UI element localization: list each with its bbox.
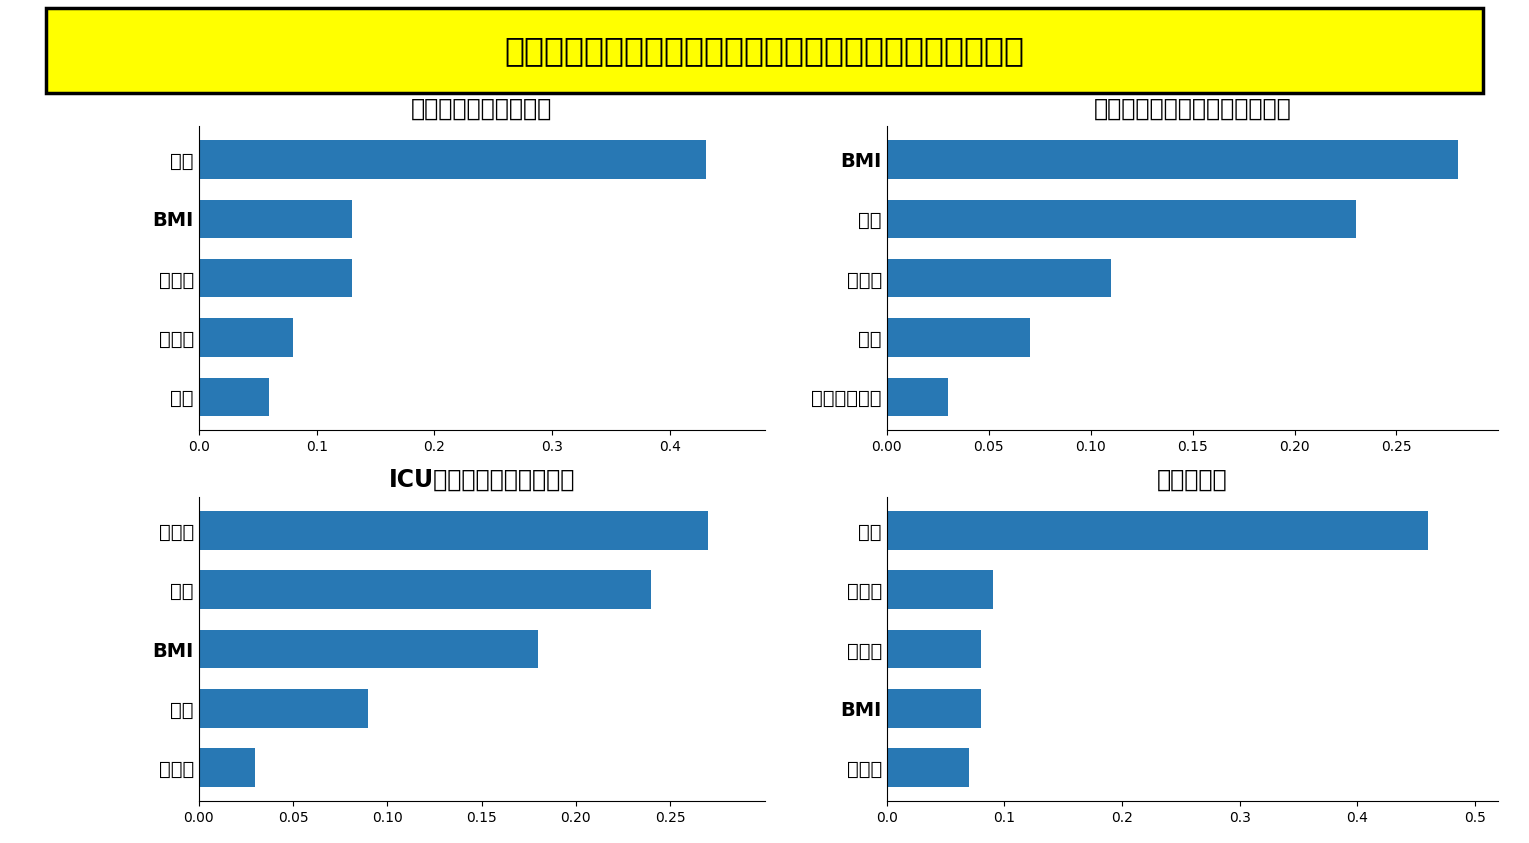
Bar xyxy=(199,690,368,728)
Bar xyxy=(199,140,705,179)
Bar xyxy=(199,511,708,550)
Bar xyxy=(887,378,948,416)
Bar xyxy=(887,319,1029,357)
Title: 死ぬ可能性: 死ぬ可能性 xyxy=(1157,467,1228,491)
Bar xyxy=(199,749,255,787)
Bar xyxy=(887,140,1457,179)
FancyBboxPatch shape xyxy=(46,8,1483,93)
Bar xyxy=(199,259,352,298)
Bar xyxy=(887,571,992,609)
Bar xyxy=(887,749,969,787)
Bar xyxy=(887,200,1356,238)
Bar xyxy=(199,378,269,416)
Text: 新型コロナウイルスに感染した場合の各段階での重要要素: 新型コロナウイルスに感染した場合の各段階での重要要素 xyxy=(505,34,1024,67)
Title: ICUに入ってしまう可能性: ICUに入ってしまう可能性 xyxy=(388,467,575,491)
Bar xyxy=(887,690,982,728)
Bar xyxy=(887,630,982,668)
Bar xyxy=(199,319,294,357)
Title: 人工呼吸器が必要になる可能性: 人工呼吸器が必要になる可能性 xyxy=(1093,96,1292,121)
Bar xyxy=(199,200,352,238)
Bar xyxy=(199,571,651,609)
Bar xyxy=(887,511,1428,550)
Bar xyxy=(199,630,538,668)
Bar xyxy=(887,259,1112,298)
Title: 入院してしまう可能性: 入院してしまう可能性 xyxy=(411,96,552,121)
